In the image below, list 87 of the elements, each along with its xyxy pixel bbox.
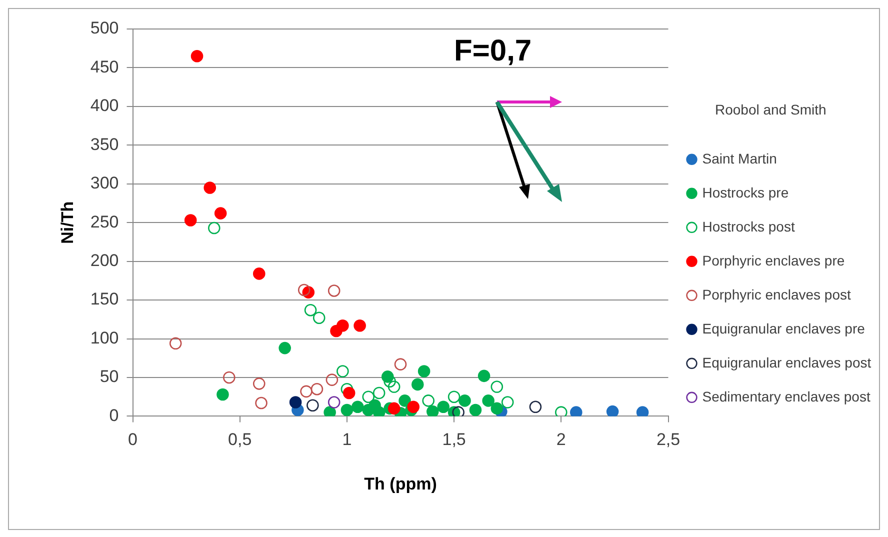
point [448, 390, 460, 403]
legend-label: Equigranular enclaves post [702, 354, 872, 370]
point [289, 396, 302, 408]
point [606, 405, 619, 416]
point [501, 396, 514, 408]
point [184, 214, 197, 226]
legend-label: Equigranular enclaves pre [702, 320, 866, 336]
point [570, 406, 582, 416]
point [326, 374, 338, 386]
point [336, 365, 349, 378]
point [529, 400, 542, 414]
x-tick-label: 2,5 [656, 430, 680, 450]
point [169, 337, 182, 350]
legend-label: Saint Martin [702, 150, 777, 166]
point [214, 207, 227, 220]
point [300, 385, 312, 398]
point [452, 406, 464, 416]
point [469, 404, 482, 416]
point [478, 370, 490, 382]
point [328, 284, 340, 297]
point [352, 400, 364, 414]
point [278, 342, 291, 354]
point [208, 222, 220, 234]
point [252, 268, 266, 280]
point [340, 404, 354, 416]
y-tick-label: 500 [90, 18, 119, 38]
point [422, 394, 434, 407]
x-tick-label: 1,5 [442, 430, 466, 450]
y-tick-label: 0 [109, 406, 119, 425]
point [340, 382, 354, 396]
y-tick-label: 50 [100, 367, 119, 386]
y-axis-title: Ni/Th [58, 201, 77, 244]
x-tick-label: 0,5 [228, 430, 252, 450]
point [362, 390, 375, 403]
y-tick-label: 450 [90, 57, 119, 76]
point [490, 402, 504, 415]
point [636, 406, 649, 416]
point [298, 284, 310, 296]
legend-title: Roobol and Smith [714, 101, 826, 118]
legend-label: Sedimentary enclaves post [702, 388, 870, 404]
legend-label: Hostrocks pre [702, 184, 789, 200]
legend-label: Porphyric enclaves pre [702, 252, 845, 268]
point [394, 358, 407, 370]
legend-label: Porphyric enclaves post [702, 286, 851, 302]
y-tick-label: 250 [90, 212, 119, 232]
y-tick-label: 100 [90, 328, 119, 348]
point [252, 378, 266, 390]
x-tick-label: 1 [342, 430, 352, 450]
point [555, 406, 568, 416]
point [411, 378, 424, 391]
point [407, 400, 420, 414]
point [437, 400, 450, 414]
y-tick-label: 400 [90, 96, 119, 116]
point [190, 50, 204, 62]
y-tick-label: 300 [90, 174, 119, 193]
point [490, 380, 504, 393]
point [342, 386, 356, 400]
point [372, 406, 386, 416]
x-tick-label: 2 [556, 430, 566, 450]
point [418, 365, 430, 378]
point [223, 371, 236, 384]
point [384, 375, 396, 388]
point [482, 394, 494, 407]
point [336, 319, 349, 332]
point [304, 304, 317, 316]
legend-label: Hostrocks post [702, 218, 795, 234]
point [328, 396, 340, 408]
point [398, 394, 411, 407]
point [354, 319, 366, 332]
point [388, 380, 400, 393]
point [312, 312, 326, 324]
point [372, 386, 386, 400]
point [204, 182, 216, 194]
y-tick-label: 150 [90, 290, 119, 309]
point [310, 382, 324, 396]
x-tick-label: 0 [128, 430, 138, 450]
point [388, 402, 400, 415]
x-axis-title: Th (ppm) [364, 474, 437, 494]
point [426, 405, 439, 416]
point [255, 396, 268, 410]
annotation: F=0,7 [454, 34, 532, 68]
point [306, 399, 319, 412]
point [216, 388, 229, 401]
point [458, 394, 471, 407]
y-tick-label: 350 [90, 134, 119, 154]
y-tick-label: 200 [90, 251, 119, 270]
point [324, 406, 336, 416]
